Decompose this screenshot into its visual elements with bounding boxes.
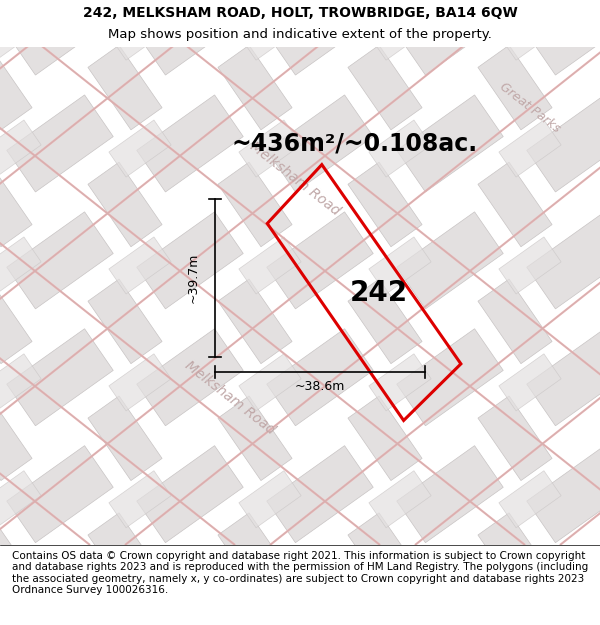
Polygon shape	[88, 279, 162, 364]
Polygon shape	[369, 120, 431, 177]
Polygon shape	[137, 446, 243, 542]
Polygon shape	[218, 279, 292, 364]
Polygon shape	[218, 0, 292, 13]
Polygon shape	[267, 562, 373, 625]
Polygon shape	[7, 329, 113, 426]
Text: 242, MELKSHAM ROAD, HOLT, TROWBRIDGE, BA14 6QW: 242, MELKSHAM ROAD, HOLT, TROWBRIDGE, BA…	[83, 6, 517, 19]
Polygon shape	[527, 212, 600, 309]
Polygon shape	[218, 45, 292, 130]
Text: ~436m²/~0.108ac.: ~436m²/~0.108ac.	[232, 131, 478, 156]
Polygon shape	[109, 120, 171, 177]
Polygon shape	[527, 95, 600, 192]
Polygon shape	[7, 95, 113, 192]
Polygon shape	[137, 329, 243, 426]
Polygon shape	[0, 354, 41, 411]
Polygon shape	[527, 446, 600, 542]
Polygon shape	[0, 279, 32, 364]
Polygon shape	[267, 212, 373, 309]
Text: Melksham Road: Melksham Road	[247, 139, 343, 219]
Polygon shape	[527, 562, 600, 625]
Polygon shape	[137, 0, 243, 75]
Polygon shape	[109, 3, 171, 60]
Polygon shape	[137, 95, 243, 192]
Text: ~38.6m: ~38.6m	[295, 379, 345, 392]
Polygon shape	[369, 354, 431, 411]
Text: Melksham Road: Melksham Road	[182, 358, 278, 437]
Polygon shape	[397, 562, 503, 625]
Polygon shape	[88, 0, 162, 13]
Polygon shape	[478, 162, 552, 247]
Polygon shape	[0, 120, 41, 177]
Polygon shape	[267, 329, 373, 426]
Polygon shape	[397, 446, 503, 542]
Polygon shape	[478, 279, 552, 364]
Polygon shape	[267, 95, 373, 192]
Polygon shape	[369, 471, 431, 528]
Polygon shape	[348, 513, 422, 598]
Polygon shape	[218, 513, 292, 598]
Polygon shape	[0, 162, 32, 247]
Polygon shape	[348, 0, 422, 13]
Polygon shape	[527, 329, 600, 426]
Polygon shape	[397, 0, 503, 75]
Polygon shape	[7, 562, 113, 625]
Polygon shape	[397, 329, 503, 426]
Polygon shape	[499, 120, 561, 177]
Polygon shape	[0, 396, 32, 481]
Polygon shape	[88, 45, 162, 130]
Polygon shape	[239, 120, 301, 177]
Polygon shape	[239, 354, 301, 411]
Polygon shape	[397, 212, 503, 309]
Text: Contains OS data © Crown copyright and database right 2021. This information is : Contains OS data © Crown copyright and d…	[12, 551, 588, 596]
Polygon shape	[478, 45, 552, 130]
Polygon shape	[109, 354, 171, 411]
Polygon shape	[499, 3, 561, 60]
Polygon shape	[348, 396, 422, 481]
Text: Great Parks: Great Parks	[497, 80, 563, 136]
Text: 242: 242	[349, 279, 407, 307]
Polygon shape	[397, 95, 503, 192]
Polygon shape	[109, 471, 171, 528]
Polygon shape	[0, 3, 41, 60]
Text: Map shows position and indicative extent of the property.: Map shows position and indicative extent…	[108, 28, 492, 41]
Polygon shape	[7, 446, 113, 542]
Polygon shape	[267, 446, 373, 542]
Polygon shape	[239, 237, 301, 294]
Polygon shape	[348, 162, 422, 247]
Polygon shape	[369, 237, 431, 294]
Polygon shape	[267, 0, 373, 75]
Polygon shape	[0, 237, 41, 294]
Polygon shape	[109, 237, 171, 294]
Polygon shape	[7, 0, 113, 75]
Polygon shape	[0, 513, 32, 598]
Polygon shape	[0, 0, 32, 13]
Polygon shape	[499, 471, 561, 528]
Polygon shape	[478, 0, 552, 13]
Polygon shape	[137, 562, 243, 625]
Polygon shape	[499, 354, 561, 411]
Polygon shape	[348, 279, 422, 364]
Polygon shape	[478, 513, 552, 598]
Polygon shape	[7, 212, 113, 309]
Polygon shape	[0, 45, 32, 130]
Polygon shape	[88, 162, 162, 247]
Polygon shape	[239, 471, 301, 528]
Polygon shape	[369, 3, 431, 60]
Polygon shape	[239, 3, 301, 60]
Polygon shape	[218, 396, 292, 481]
Polygon shape	[88, 396, 162, 481]
Polygon shape	[499, 237, 561, 294]
Polygon shape	[218, 162, 292, 247]
Polygon shape	[527, 0, 600, 75]
Text: ~39.7m: ~39.7m	[187, 253, 199, 303]
Polygon shape	[137, 212, 243, 309]
Polygon shape	[88, 513, 162, 598]
Polygon shape	[0, 471, 41, 528]
Polygon shape	[478, 396, 552, 481]
Polygon shape	[348, 45, 422, 130]
